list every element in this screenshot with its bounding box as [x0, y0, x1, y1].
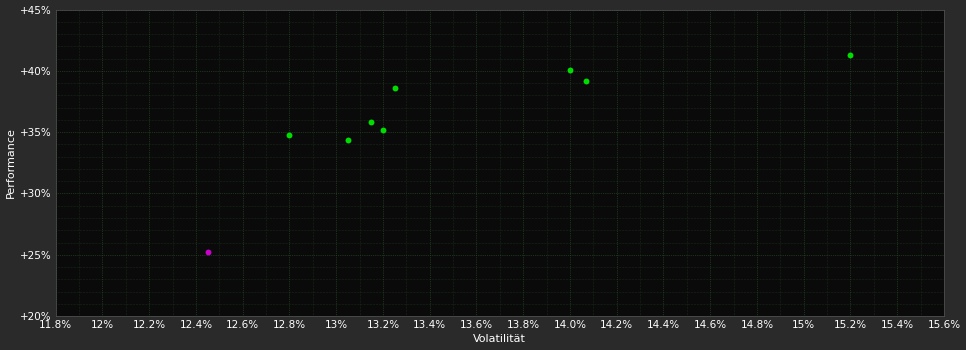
- Point: [842, 52, 858, 58]
- Point: [579, 78, 594, 84]
- Point: [363, 120, 379, 125]
- Point: [200, 250, 215, 255]
- Point: [340, 137, 355, 142]
- Point: [375, 127, 390, 133]
- Point: [282, 132, 298, 138]
- Point: [386, 85, 402, 91]
- Point: [562, 67, 578, 72]
- X-axis label: Volatilität: Volatilität: [473, 335, 526, 344]
- Y-axis label: Performance: Performance: [6, 127, 15, 198]
